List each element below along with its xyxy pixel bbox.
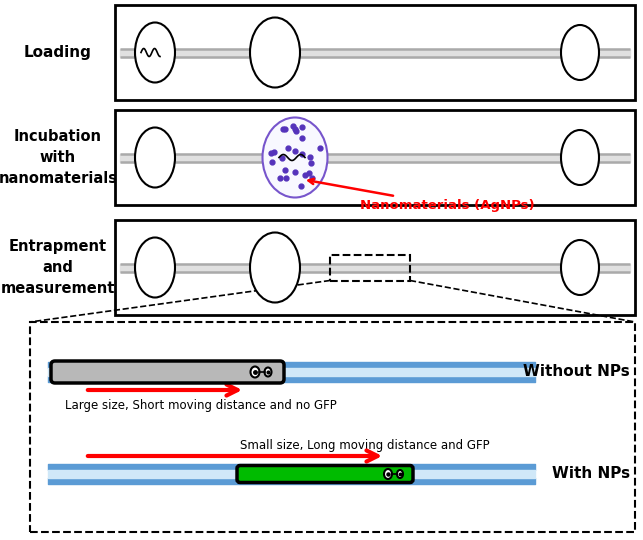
Ellipse shape — [250, 17, 300, 87]
Ellipse shape — [264, 368, 271, 376]
FancyBboxPatch shape — [237, 465, 413, 483]
Text: Nanomaterials (AgNPs): Nanomaterials (AgNPs) — [309, 179, 534, 212]
Ellipse shape — [135, 238, 175, 298]
Text: Loading: Loading — [24, 45, 92, 60]
Ellipse shape — [262, 118, 327, 198]
Ellipse shape — [561, 130, 599, 185]
Ellipse shape — [135, 127, 175, 187]
Text: Large size, Short moving distance and no GFP: Large size, Short moving distance and no… — [65, 400, 337, 413]
Ellipse shape — [135, 23, 175, 83]
Text: With NPs: With NPs — [552, 467, 630, 482]
Ellipse shape — [384, 469, 392, 479]
Bar — [115, 110, 635, 205]
Ellipse shape — [250, 233, 300, 302]
Ellipse shape — [561, 25, 599, 80]
Text: Without NPs: Without NPs — [523, 364, 630, 380]
Bar — [115, 220, 635, 315]
FancyBboxPatch shape — [30, 322, 635, 532]
Ellipse shape — [561, 240, 599, 295]
Ellipse shape — [251, 367, 260, 377]
Text: Entrapment
and
measurement: Entrapment and measurement — [1, 239, 115, 296]
Text: Incubation
with
nanomaterials: Incubation with nanomaterials — [0, 129, 118, 186]
Text: Small size, Long moving distance and GFP: Small size, Long moving distance and GFP — [240, 440, 489, 453]
FancyBboxPatch shape — [51, 361, 284, 383]
Bar — [115, 5, 635, 100]
Ellipse shape — [397, 470, 403, 478]
